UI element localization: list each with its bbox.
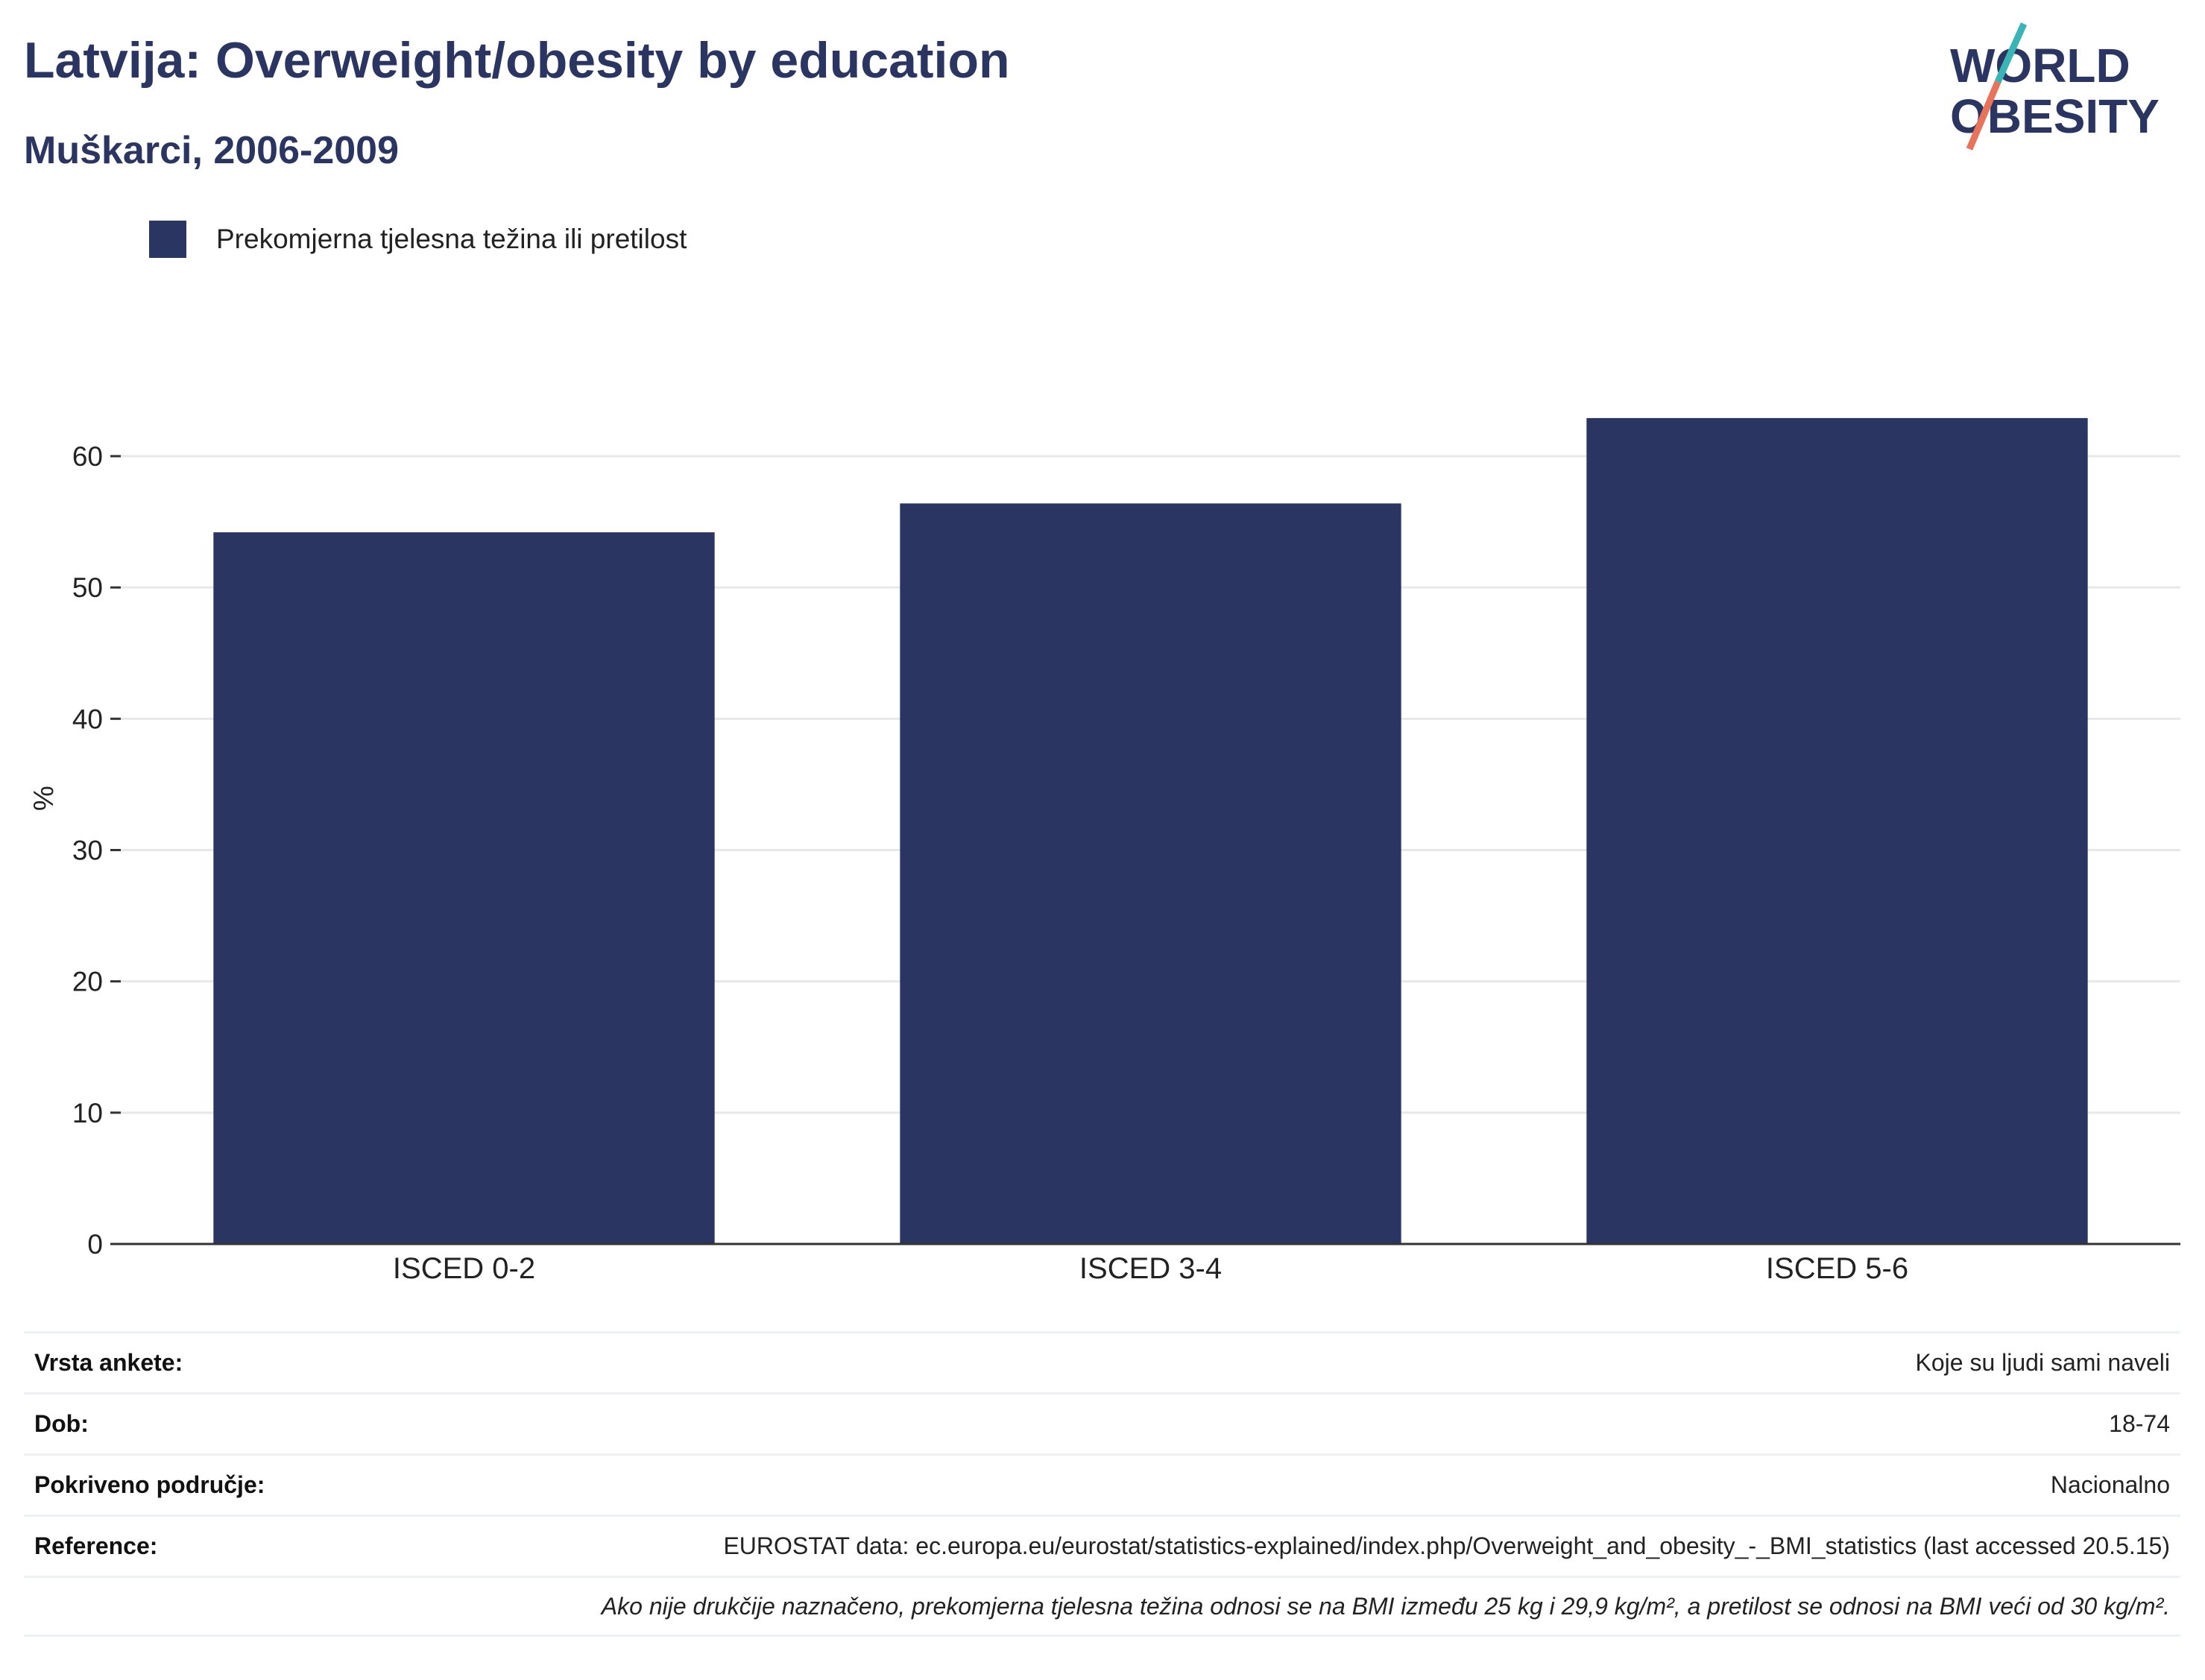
y-tick-label: 10 [72,1098,103,1128]
y-tick-label: 20 [72,967,103,997]
logo-line1: WORLD [1950,39,2130,92]
bar-chart: 0 10 20 30 40 50 60 ISCED 0-2 ISCED 3-4 ISCED 5-6 [72,417,2180,1285]
info-table: Vrsta ankete: Koje su ljudi sami naveli … [24,1331,2180,1637]
info-value: EUROSTAT data: ec.europa.eu/eurostat/sta… [723,1532,2170,1559]
y-tick-label: 40 [72,704,103,734]
logo-slash-bottom [1966,80,2001,151]
x-tick-label: ISCED 3-4 [1079,1252,1222,1285]
info-row-coverage: Pokriveno područje: Nacionalno [24,1453,2180,1515]
bar [213,532,715,1244]
x-tick-label: ISCED 5-6 [1766,1252,1908,1285]
info-row-reference: Reference: EUROSTAT data: ec.europa.eu/e… [24,1515,2180,1576]
bar [900,503,1401,1244]
info-value: Koje su ljudi sami naveli [1915,1349,2171,1376]
legend-swatch [149,221,186,258]
info-key: Pokriveno područje: [34,1471,265,1498]
y-tick-label: 30 [72,836,103,866]
legend: Prekomjerna tjelesna težina ili pretilos… [149,221,687,258]
y-tick-label: 50 [72,572,103,603]
legend-label: Prekomjerna tjelesna težina ili pretilos… [216,224,687,254]
x-tick-label: ISCED 0-2 [393,1252,535,1285]
chart-title: Latvija: Overweight/obesity by education [24,32,1010,89]
info-value: 18-74 [2109,1410,2170,1437]
y-tick-label: 60 [72,441,103,472]
chart-subtitle: Muškarci, 2006-2009 [24,129,400,172]
info-key: Dob: [34,1410,89,1437]
info-value: Nacionalno [2050,1471,2170,1498]
y-axis-label: % [28,786,60,811]
y-tick-label: 0 [87,1229,103,1260]
world-obesity-logo: WORLD OBESITY [1950,22,2160,151]
info-row-survey: Vrsta ankete: Koje su ljudi sami naveli [24,1331,2180,1392]
logo-slash-top [1994,22,2028,83]
footnote: Ako nije drukčije naznačeno, prekomjerna… [601,1592,2170,1620]
info-key: Reference: [34,1532,158,1559]
info-row-note: Ako nije drukčije naznačeno, prekomjerna… [24,1576,2180,1637]
info-key: Vrsta ankete: [34,1349,183,1376]
bar [1586,417,2088,1245]
info-row-age: Dob: 18-74 [24,1392,2180,1453]
